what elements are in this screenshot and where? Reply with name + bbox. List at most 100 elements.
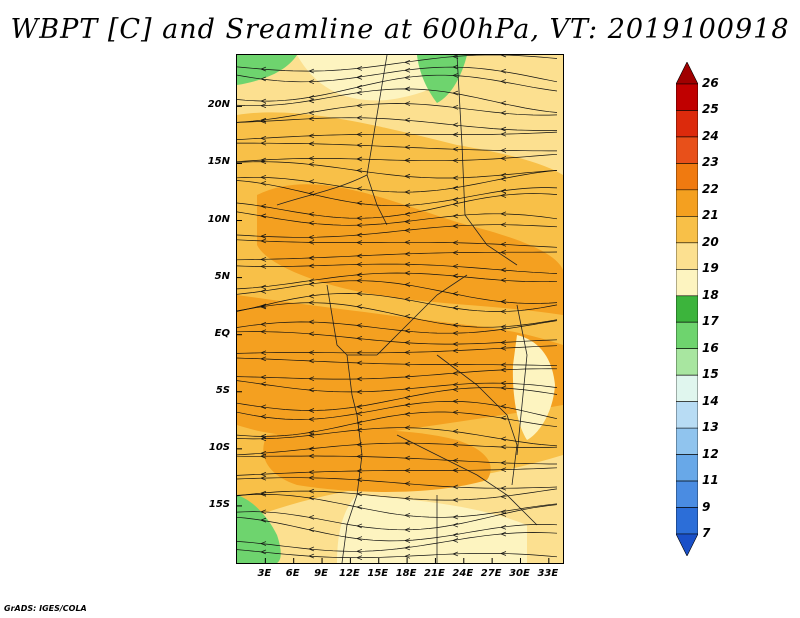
streamline-arrow [452,122,459,128]
streamline [237,74,558,102]
streamline [237,142,557,152]
streamline-arrow [452,250,459,256]
streamline-arrow [356,350,363,356]
streamline-arrow [308,281,315,287]
streamline-arrow [404,527,411,533]
streamline-arrow [260,180,267,186]
colorbar-swatch [676,163,698,191]
streamline-arrow [500,551,507,556]
colorbar-label: 26 [702,76,719,90]
streamline-arrow [404,86,411,92]
streamline-arrow [308,98,315,104]
streamline [237,442,558,456]
streamline-arrow [356,103,363,109]
streamline-arrow [308,161,315,167]
streamline-arrow [404,411,411,417]
streamline [237,161,558,179]
streamline [237,387,558,411]
streamline-arrow [308,179,315,184]
streamline-arrow [500,362,507,368]
streamline-arrow [308,553,315,559]
lon-tick-label: 15E [367,568,389,579]
country-borders [276,55,538,563]
streamline-arrow [452,175,459,181]
streamlines [237,55,558,560]
streamline-arrow [356,491,363,497]
streamline-arrow [500,176,507,182]
streamline-arrow [308,376,315,381]
streamline [237,493,558,518]
streamline-arrow [404,340,411,345]
colorbar-label: 22 [702,181,719,196]
streamline-arrow [404,440,411,446]
streamline [237,263,558,274]
streamline-arrow [308,453,315,459]
streamline-arrow [308,255,315,261]
streamline-arrow [308,68,315,74]
streamline-arrow [260,289,267,294]
streamline-arrow [308,430,315,435]
streamline-arrow [452,273,459,279]
colorbar-swatch [676,374,698,402]
streamline-arrow [500,340,507,345]
colorbar-swatch [676,507,698,535]
streamline [237,477,558,489]
streamline-arrow [260,381,267,387]
streamline-arrow [500,444,507,450]
lat-tick-label: 10N [207,213,230,225]
streamline-arrow [452,197,459,202]
streamline-arrow [404,455,411,461]
streamline-arrow [356,90,363,96]
lat-tick-label: 10S [208,441,230,453]
streamline-arrow [308,211,315,217]
streamline-arrow [404,158,411,163]
colorbar-swatch [676,136,698,164]
streamline-arrow [500,156,507,161]
streamline [237,239,558,248]
streamline-arrow [452,213,459,219]
streamline-arrow [500,267,507,273]
streamline-arrow [452,132,459,137]
colorbar-swatch [676,189,698,217]
streamline-arrow [452,90,459,96]
streamline-arrow [356,278,363,284]
streamline-arrow [452,73,459,78]
streamline-arrow [356,156,363,162]
streamline-arrow [308,263,315,269]
streamline-arrow [260,304,267,310]
streamline-arrow [308,527,315,533]
streamline-arrow [260,233,267,239]
streamline-arrow [452,484,459,490]
streamline-arrow [452,330,459,336]
streamline-arrow [404,211,411,217]
streamline-arrow [500,524,507,530]
streamline-arrow [308,191,315,196]
colorbar-swatch [676,480,698,508]
lat-tick-label: EQ [214,327,230,339]
streamline-arrow [500,531,507,537]
streamline-arrow [308,331,315,337]
streamline [237,467,558,476]
streamline-arrow [308,416,315,422]
lon-tick-label: 6E [285,568,300,579]
wbpt-region-hot-south [263,430,491,492]
streamline-arrow [452,370,459,376]
streamline [237,55,558,72]
colorbar-label: 16 [702,340,719,355]
streamline-arrow [308,220,315,226]
streamline-arrow [308,469,315,475]
wbpt-region-cool-east [512,335,555,440]
streamline-arrow [452,399,459,404]
streamline [237,293,558,312]
lat-tick-label: 5S [215,384,230,396]
streamline-arrow [404,239,411,245]
streamline-arrow [356,504,363,510]
streamline [237,272,558,290]
streamline-arrow [260,436,267,442]
streamline [237,170,558,193]
streamline-arrow [404,314,411,319]
lon-tick-label: 3E [257,568,272,579]
streamline [237,280,558,304]
streamline-arrow [452,468,459,473]
streamline-arrow [452,409,459,415]
